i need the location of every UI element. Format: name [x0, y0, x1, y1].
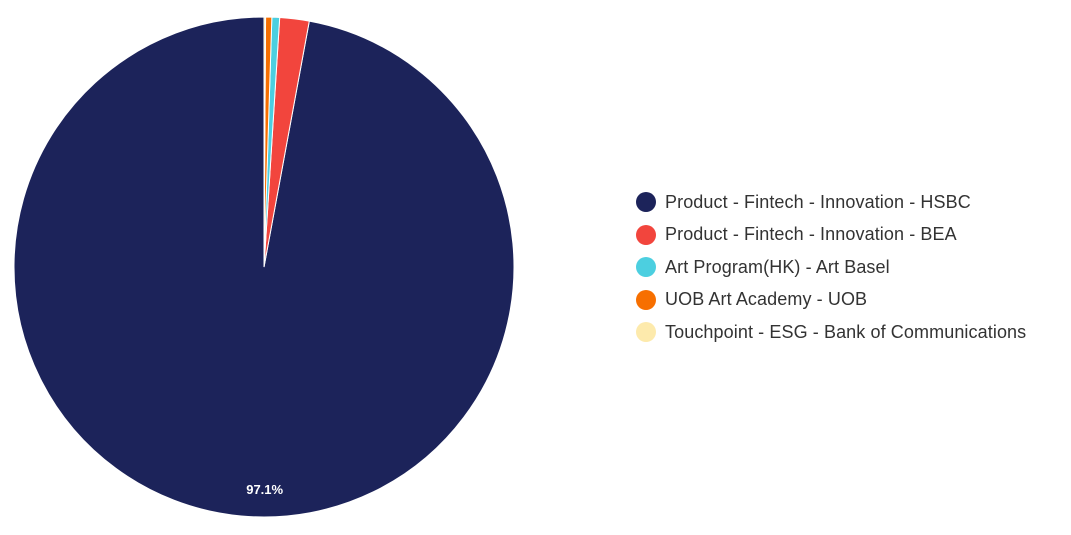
legend-swatch	[636, 257, 656, 278]
legend-label: Art Program(HK) - Art Basel	[665, 256, 890, 277]
legend-swatch	[636, 289, 656, 310]
legend-label: Product - Fintech - Innovation - HSBC	[665, 191, 971, 212]
legend-swatch	[636, 192, 656, 213]
legend-item[interactable]: Touchpoint - ESG - Bank of Communication…	[636, 316, 1026, 349]
legend-swatch	[636, 224, 656, 245]
pie-slice[interactable]	[263, 16, 267, 268]
legend-item[interactable]: UOB Art Academy - UOB	[636, 284, 1026, 317]
legend-label: Touchpoint - ESG - Bank of Communication…	[665, 321, 1027, 342]
legend-item[interactable]: Product - Fintech - Innovation - BEA	[636, 219, 1026, 252]
legend-swatch	[636, 322, 656, 343]
legend-item[interactable]: Art Program(HK) - Art Basel	[636, 251, 1026, 284]
legend-item[interactable]: Product - Fintech - Innovation - HSBC	[636, 186, 1026, 219]
chart-legend: Product - Fintech - Innovation - HSBC Pro…	[636, 186, 1026, 349]
legend-label: Product - Fintech - Innovation - BEA	[665, 224, 957, 245]
legend-label: UOB Art Academy - UOB	[665, 289, 868, 310]
slice-data-label: 97.1%	[246, 482, 283, 497]
